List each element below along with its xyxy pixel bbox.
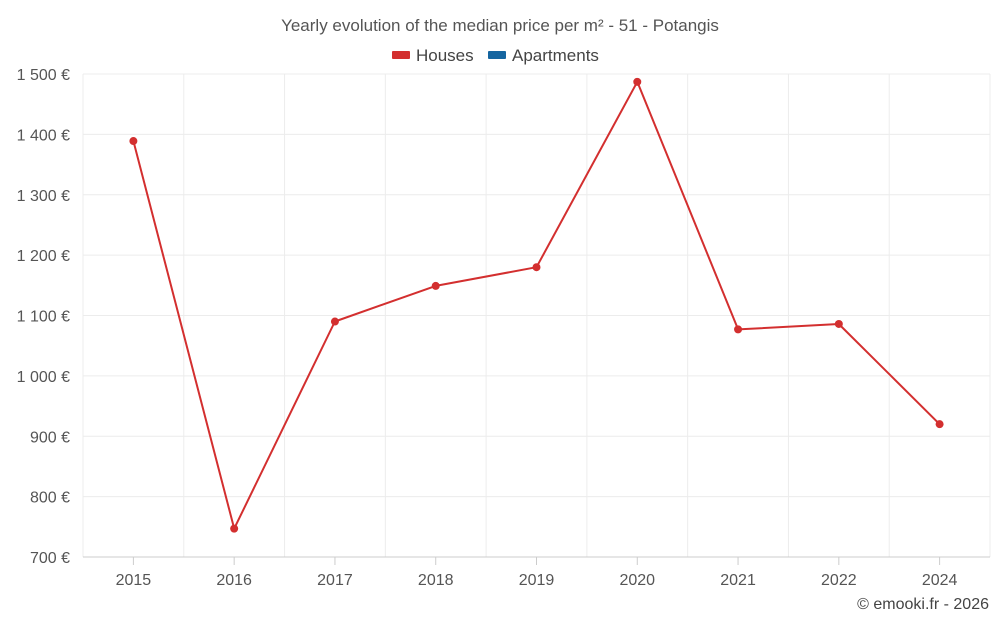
x-tick-label: 2021 [720, 572, 756, 589]
chart-title: Yearly evolution of the median price per… [281, 16, 719, 35]
grid [82, 73, 991, 557]
y-tick-label: 1 400 € [17, 127, 70, 144]
y-tick-label: 800 € [30, 490, 70, 507]
x-axis-ticks: 2015 2016 2017 2018 2019 2020 2021 2022 2024 [116, 557, 958, 589]
data-point-houses [129, 137, 138, 146]
data-point-houses [834, 319, 843, 328]
y-tick-label: 1 100 € [17, 309, 70, 326]
data-point-houses [330, 317, 339, 326]
credit-text: © emooki.fr - 2026 [857, 596, 989, 613]
data-point-houses [431, 281, 440, 290]
y-tick-label: 1 500 € [17, 67, 70, 84]
data-point-houses [532, 263, 541, 272]
x-tick-label: 2015 [116, 572, 152, 589]
data-point-houses [230, 524, 239, 533]
data-point-houses [935, 420, 944, 429]
x-tick-label: 2019 [519, 572, 555, 589]
x-tick-label: 2016 [216, 572, 252, 589]
y-tick-label: 900 € [30, 429, 70, 446]
series-line-houses [132, 80, 941, 530]
legend-label-apartments[interactable]: Apartments [512, 46, 599, 65]
x-tick-label: 2022 [821, 572, 857, 589]
legend-swatch-apartments [488, 51, 506, 59]
y-tick-label: 1 000 € [17, 369, 70, 386]
x-tick-label: 2020 [619, 572, 655, 589]
y-axis-ticks: 700 € 800 € 900 € 1 000 € 1 100 € 1 200 € 1 30… [17, 67, 70, 567]
legend-swatch-houses [392, 51, 410, 59]
y-tick-label: 1 200 € [17, 248, 70, 265]
legend: Houses Apartments [392, 46, 599, 65]
y-tick-label: 1 300 € [17, 188, 70, 205]
data-point-houses [734, 325, 743, 334]
x-tick-label: 2017 [317, 572, 353, 589]
y-tick-label: 700 € [30, 550, 70, 567]
series-houses [129, 77, 944, 533]
x-tick-label: 2018 [418, 572, 454, 589]
x-tick-label: 2024 [922, 572, 958, 589]
data-point-houses [633, 77, 642, 86]
legend-label-houses[interactable]: Houses [416, 46, 474, 65]
